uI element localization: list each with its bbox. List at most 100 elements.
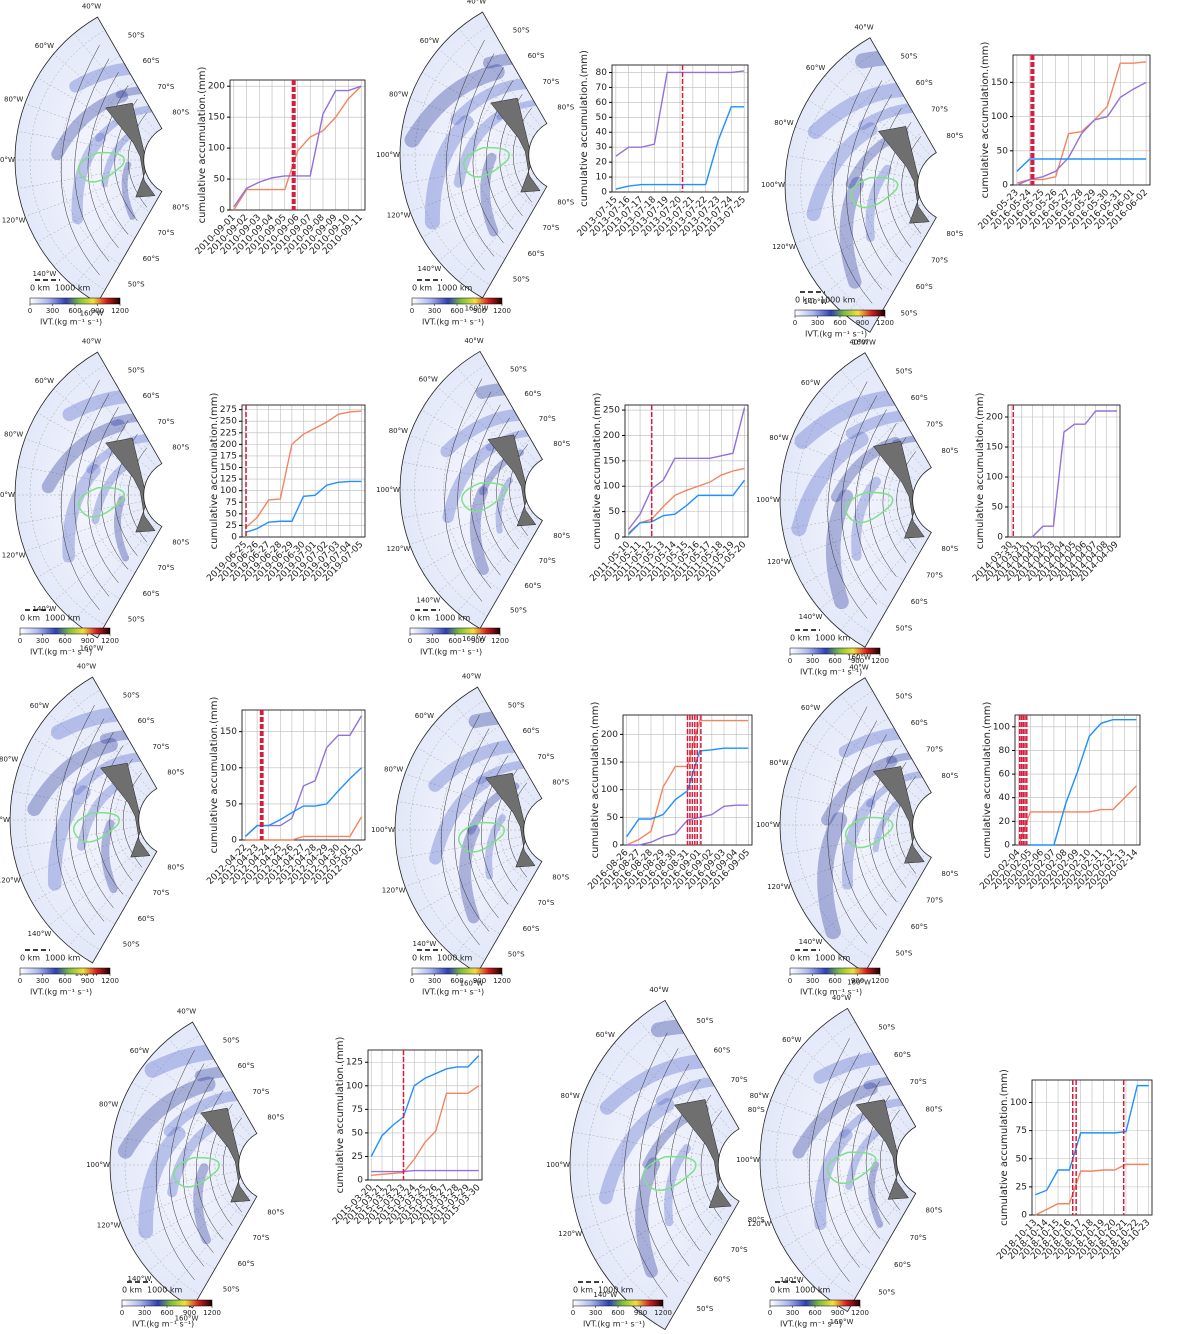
contour bbox=[855, 409, 887, 591]
contour bbox=[880, 1109, 901, 1211]
colorbar-label: IVT.(kg m⁻¹ s⁻¹) bbox=[422, 318, 484, 327]
ivt-band bbox=[76, 782, 120, 851]
contour bbox=[454, 728, 490, 932]
lon-line bbox=[453, 829, 542, 957]
lon-line bbox=[17, 494, 162, 524]
colorbar-tick-label: 1200 bbox=[851, 1309, 869, 1317]
lon-label: 80°W bbox=[389, 427, 408, 435]
lat-label: 70°S bbox=[926, 897, 943, 905]
scale-label: 1000 km bbox=[45, 954, 81, 963]
contour bbox=[841, 720, 878, 930]
contour bbox=[868, 748, 897, 902]
lat-label: 70°S bbox=[926, 420, 943, 428]
y-tick-label: 150 bbox=[986, 443, 1003, 453]
y-tick-label: 250 bbox=[603, 406, 620, 416]
lat-label: 60°S bbox=[911, 719, 928, 727]
colorbar-tick-label: 900 bbox=[81, 637, 94, 645]
y-tick-label: 150 bbox=[601, 758, 618, 768]
lon-line bbox=[422, 72, 547, 156]
lat-label: 70°S bbox=[537, 899, 554, 907]
y-tick-label: 25 bbox=[226, 521, 237, 531]
contour bbox=[87, 72, 119, 249]
lon-label: 40°W bbox=[82, 3, 101, 11]
contour bbox=[156, 1049, 195, 1281]
lon-line bbox=[37, 412, 162, 496]
colorbar-label: IVT.(kg m⁻¹ s⁻¹) bbox=[30, 648, 92, 657]
lon-label: 160°W bbox=[465, 304, 489, 312]
lon-label: 140°W bbox=[413, 940, 437, 948]
contour bbox=[82, 732, 114, 909]
lon-line bbox=[457, 367, 543, 491]
lon-label: 160°W bbox=[80, 644, 104, 652]
y-axis-label: cumulative accumulation.(mm) bbox=[579, 50, 590, 207]
contour bbox=[827, 381, 868, 619]
contour bbox=[467, 742, 499, 919]
lat-label: 50°S bbox=[510, 607, 527, 615]
lon-line bbox=[409, 435, 543, 491]
ivt-band bbox=[892, 435, 932, 448]
y-tick-label: 0 bbox=[357, 1176, 363, 1186]
ivt-band bbox=[469, 486, 489, 576]
plot-frame bbox=[241, 404, 366, 538]
lon-label: 40°W bbox=[849, 338, 868, 346]
lat-label: 60°S bbox=[524, 390, 541, 398]
lat-label: 60°S bbox=[528, 250, 545, 258]
lon-line bbox=[17, 131, 162, 161]
ivt-band bbox=[193, 1163, 211, 1245]
contour bbox=[223, 1117, 243, 1213]
colorbar-tick-label: 600 bbox=[68, 307, 81, 315]
colorbar-tick-label: 300 bbox=[428, 307, 441, 315]
contour bbox=[623, 1032, 668, 1298]
lon-line bbox=[840, 824, 932, 956]
plot-frame bbox=[367, 1049, 483, 1181]
lon-label: 160°W bbox=[847, 979, 871, 987]
lat-circle bbox=[621, 1026, 740, 1304]
map-panel: 40°W 60°W 80°W 100°W 120°W 140°W 160°W 50°S 50°S… bbox=[376, 0, 575, 327]
colorbar-label: IVT.(kg m⁻¹ s⁻¹) bbox=[30, 988, 92, 997]
lon-line bbox=[132, 1164, 257, 1248]
lat-label: 80°S bbox=[172, 444, 189, 452]
colorbar-tick-label: 1200 bbox=[493, 977, 511, 985]
colorbar bbox=[121, 1299, 213, 1307]
colorbar bbox=[769, 1299, 861, 1307]
contour bbox=[472, 67, 504, 244]
colorbar bbox=[19, 967, 111, 975]
colorbar-tick-label: 600 bbox=[828, 977, 841, 985]
series-line bbox=[245, 410, 362, 529]
map-panel: 40°W 60°W 80°W 100°W 120°W 140°W 160°W 50°S 50°S… bbox=[376, 337, 571, 656]
lon-line bbox=[24, 494, 162, 552]
lon-line bbox=[397, 829, 542, 859]
contour bbox=[855, 734, 887, 916]
lon-label: 120°W bbox=[386, 545, 410, 553]
lon-line bbox=[119, 1108, 257, 1166]
y-tick-label: 100 bbox=[346, 1081, 363, 1091]
y-tick-label: 40 bbox=[999, 793, 1011, 803]
y-tick-label: 250 bbox=[220, 417, 237, 427]
map-panel: 40°W 60°W 80°W 100°W 120°W 140°W 160°W 50°S 50°S… bbox=[0, 338, 190, 657]
colorbar-tick-label: 600 bbox=[808, 1309, 821, 1317]
scale-label: 0 km bbox=[412, 284, 432, 293]
lat-label: 70°S bbox=[157, 418, 174, 426]
lat-label: 50°S bbox=[223, 1036, 240, 1044]
map-border bbox=[779, 352, 932, 648]
colorbar-tick-label: 600 bbox=[58, 637, 71, 645]
lon-line bbox=[19, 819, 157, 877]
lon-label: 40°W bbox=[177, 1008, 196, 1016]
y-tick-label: 0 bbox=[1021, 1211, 1027, 1221]
lon-label: 100°W bbox=[376, 486, 400, 494]
lon-line bbox=[68, 819, 157, 947]
lon-line bbox=[73, 33, 162, 161]
y-tick-label: 50 bbox=[609, 507, 621, 517]
ar-contour bbox=[173, 1156, 220, 1188]
map-border bbox=[399, 350, 543, 630]
colorbar-tick-label: 0 bbox=[410, 977, 414, 985]
ar-contour bbox=[850, 176, 899, 209]
line-chart: 2019-06-252019-06-262019-06-272019-06-28… bbox=[205, 392, 365, 583]
lat-label: 60°S bbox=[714, 1047, 731, 1055]
y-tick-label: 50 bbox=[226, 509, 238, 519]
lon-label: 40°W bbox=[82, 338, 101, 346]
lat-label: 50°S bbox=[128, 616, 145, 624]
y-tick-label: 125 bbox=[346, 1058, 363, 1068]
colorbar-tick-label: 600 bbox=[160, 1309, 173, 1317]
lon-line bbox=[132, 1082, 257, 1166]
